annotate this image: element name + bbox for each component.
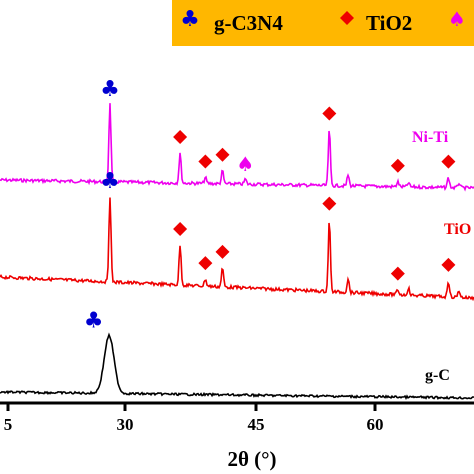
peak-marker-diamond: [390, 266, 405, 281]
x-axis-title: 2θ (°): [227, 447, 276, 471]
series-line: [0, 103, 474, 192]
legend-items: ♣ g-C3N4 TiO2 ♠: [180, 7, 466, 35]
peak-marker-spade: ♠: [236, 152, 254, 176]
legend-label: g-C3N4: [214, 11, 283, 35]
legend-background: [172, 0, 474, 46]
legend-label: TiO2: [366, 11, 412, 35]
peak-marker-diamond: [173, 130, 188, 145]
legend: ♣ g-C3N4 TiO2 ♠: [172, 0, 474, 46]
legend-symbol-diamond: [340, 11, 354, 25]
x-tick-label: 45: [248, 415, 265, 434]
peak-marker-diamond: [173, 221, 188, 236]
peak-markers: ♣ ♠ ♣ ♣: [84, 77, 456, 334]
peak-marker-club: ♣: [100, 77, 120, 102]
x-tick-label: 30: [117, 415, 134, 434]
peak-marker-diamond: [390, 158, 405, 173]
series-label: TiO: [444, 221, 471, 238]
peak-marker-diamond: [441, 257, 456, 272]
peak-marker-diamond: [215, 147, 230, 162]
peak-marker-club: ♣: [84, 309, 104, 334]
peak-marker-diamond: [322, 106, 337, 121]
series-label: g-C: [425, 367, 450, 384]
peak-marker-diamond: [198, 154, 213, 169]
peak-marker-diamond: [322, 196, 337, 211]
peak-marker-club: ♣: [100, 169, 120, 194]
peak-marker-diamond: [215, 244, 230, 259]
legend-symbol-spade: ♠: [448, 7, 466, 31]
axes: 5 30 45 60 2θ (°): [0, 401, 474, 471]
series-label: Ni-Ti: [412, 129, 449, 146]
series-line: [0, 332, 474, 401]
legend-symbol-club: ♣: [180, 7, 200, 32]
series-labels: Ni-Ti TiO g-C: [412, 129, 471, 384]
x-ticks: 5 30 45 60: [4, 403, 384, 434]
x-tick-label: 60: [367, 415, 384, 434]
peak-marker-diamond: [198, 256, 213, 271]
series-traces: [0, 103, 474, 401]
series-line: [0, 197, 474, 302]
peak-marker-diamond: [441, 154, 456, 169]
x-tick-label: 5: [4, 415, 13, 434]
